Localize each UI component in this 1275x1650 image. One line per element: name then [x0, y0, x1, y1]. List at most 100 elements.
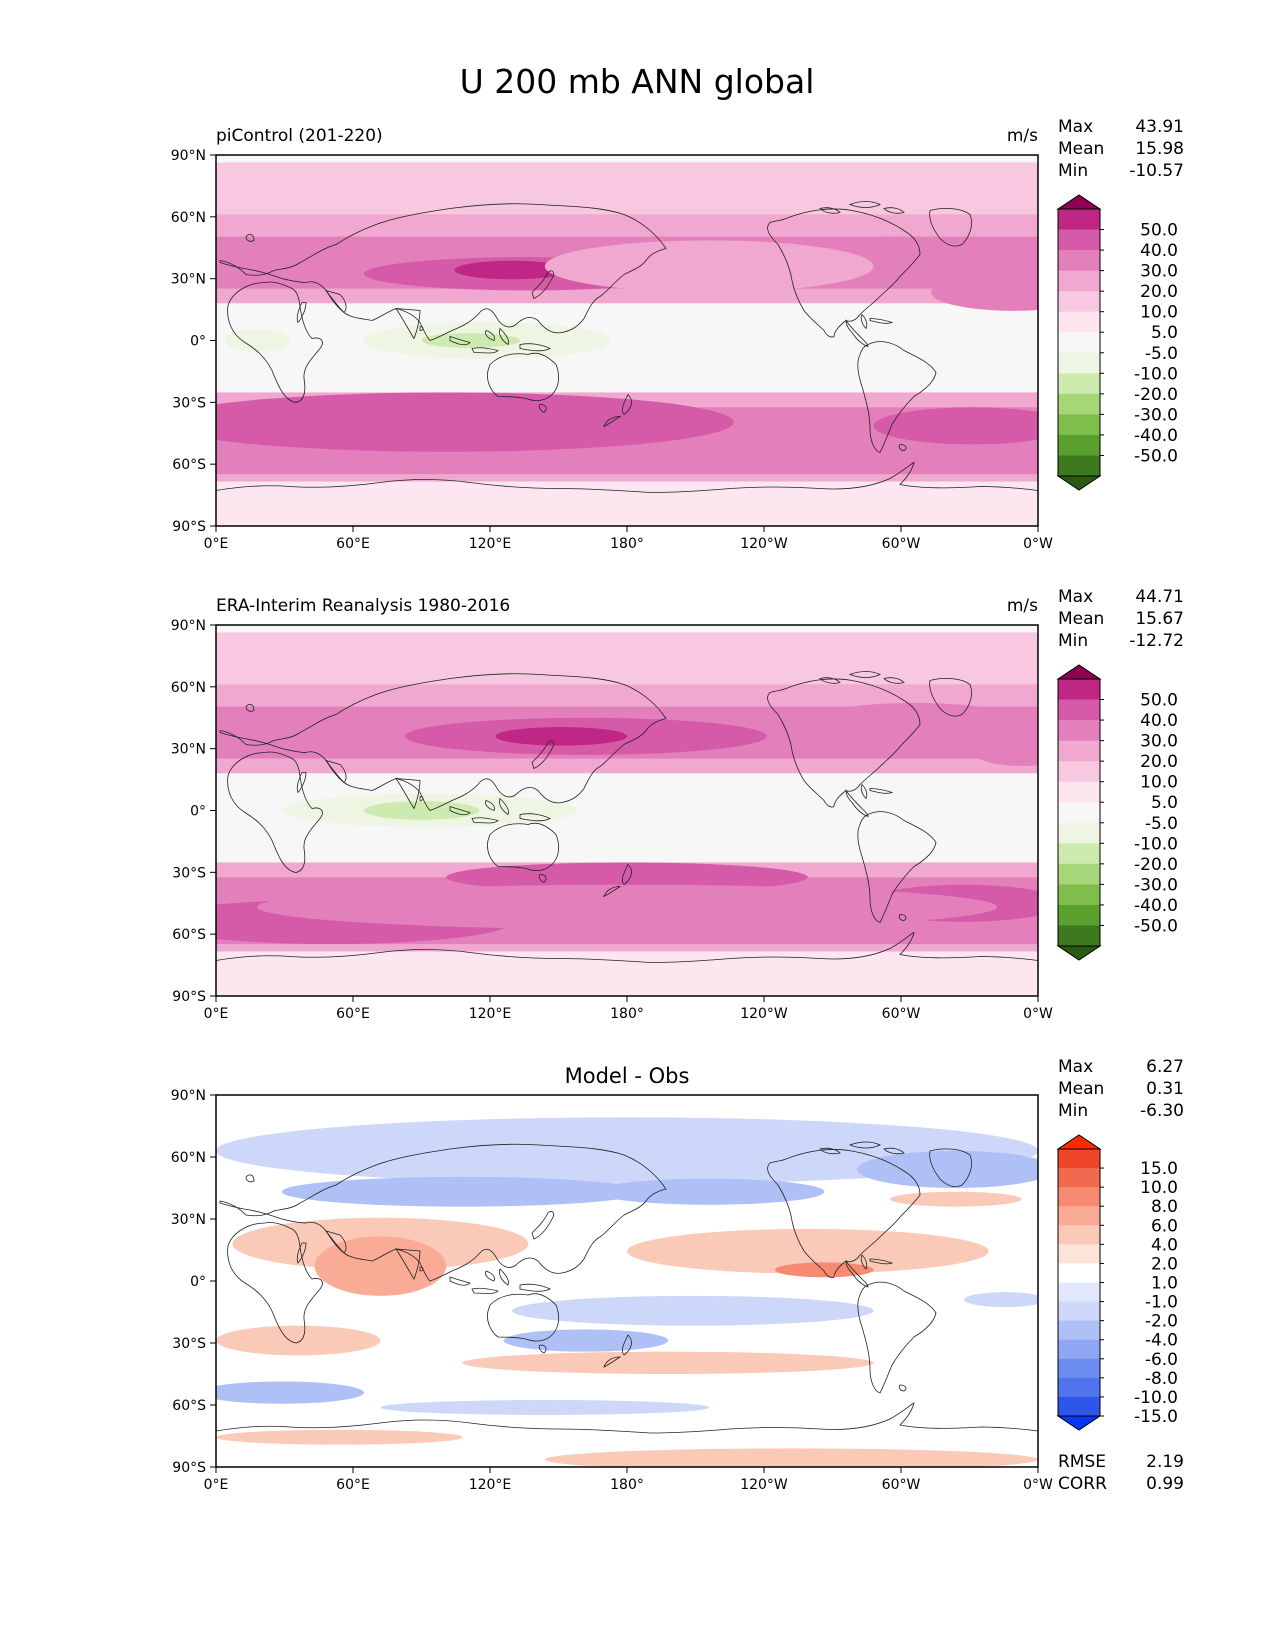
- lon-tick-label: 60°W: [882, 536, 921, 552]
- lon-tick-label: 180°: [610, 1477, 644, 1493]
- colorbar-level-label: -4.0: [1145, 1331, 1178, 1351]
- colorbar-level-label: -50.0: [1134, 446, 1178, 466]
- colorbar-segment: [1058, 1244, 1100, 1264]
- colorbar-segment: [1058, 311, 1100, 333]
- units-label: m/s: [1007, 126, 1038, 146]
- colorbar-extend-top: [1056, 1134, 1102, 1150]
- stat-label-min: Min: [1058, 1101, 1088, 1121]
- stat-value-min: -12.72: [1129, 631, 1184, 651]
- colorbar-level-label: 10.0: [1140, 773, 1178, 793]
- colorbar-segment: [1058, 352, 1100, 374]
- colorbar-level-label: -5.0: [1145, 814, 1178, 834]
- panel-title: piControl (201-220): [216, 126, 383, 146]
- lat-tick-label: 60°N: [171, 680, 206, 696]
- contour-field: [216, 1095, 1038, 1467]
- colorbar-segment: [1058, 1339, 1100, 1360]
- stat-label-min: Min: [1058, 161, 1088, 181]
- colorbar-segment: [1058, 740, 1100, 762]
- map-panel-2: 90°N 60°N 30°N 0° 30°S 60°S 90°S0°E 60°E 120°E 18…: [171, 587, 1184, 1022]
- colorbar-segment: [1058, 229, 1100, 251]
- colorbar: 50.040.030.020.010.05.0-5.0-10.0-20.0-30…: [1056, 194, 1178, 491]
- colorbar-level-label: 40.0: [1140, 241, 1178, 261]
- lat-tick-label: 90°S: [172, 519, 206, 535]
- stat-label-rmse: RMSE: [1058, 1452, 1106, 1472]
- colorbar-segment: [1058, 884, 1100, 906]
- colorbar-level-label: 10.0: [1140, 1178, 1178, 1198]
- stat-value-max: 44.71: [1135, 587, 1184, 607]
- colorbar-segment: [1058, 1168, 1100, 1188]
- colorbar-extend-bottom: [1056, 1415, 1102, 1431]
- lon-tick-label: 0°W: [1023, 1006, 1053, 1022]
- lon-tick-label: 0°W: [1023, 1477, 1053, 1493]
- stat-label-mean: Mean: [1058, 139, 1104, 159]
- stat-value-max: 6.27: [1146, 1057, 1184, 1077]
- colorbar-segment: [1058, 781, 1100, 803]
- colorbar-level-label: 50.0: [1140, 221, 1178, 241]
- colorbar-level-label: 5.0: [1151, 323, 1178, 343]
- colorbar-segment: [1058, 679, 1100, 701]
- colorbar-segment: [1058, 393, 1100, 415]
- colorbar-segment: [1058, 1225, 1100, 1245]
- map-panel-3: 90°N 60°N 30°N 0° 30°S 60°S 90°S0°E 60°E 120°E 18…: [171, 1057, 1184, 1494]
- colorbar-segment: [1058, 1377, 1100, 1398]
- lon-tick-label: 60°W: [882, 1477, 921, 1493]
- panel-title: Model - Obs: [565, 1064, 690, 1088]
- colorbar-level-label: 20.0: [1140, 282, 1178, 302]
- colorbar-segment: [1058, 1263, 1100, 1283]
- lat-tick-label: 90°N: [171, 1088, 206, 1104]
- lon-tick-label: 0°E: [204, 1006, 229, 1022]
- stat-label-mean: Mean: [1058, 609, 1104, 629]
- lat-tick-label: 60°N: [171, 210, 206, 226]
- colorbar-level-label: 50.0: [1140, 691, 1178, 711]
- colorbar-level-label: -10.0: [1134, 1388, 1178, 1408]
- lat-tick-label: 90°N: [171, 618, 206, 634]
- contour-field: [216, 625, 1038, 996]
- colorbar-level-label: -8.0: [1145, 1369, 1178, 1389]
- colorbar-segment: [1058, 434, 1100, 456]
- colorbar-segment: [1058, 414, 1100, 436]
- colorbar: 15.010.08.06.04.02.01.0-1.0-2.0-4.0-6.0-…: [1056, 1134, 1178, 1431]
- colorbar-segment: [1058, 863, 1100, 885]
- colorbar-level-label: -10.0: [1134, 834, 1178, 854]
- colorbar-level-label: -6.0: [1145, 1350, 1178, 1370]
- lat-tick-label: 60°S: [172, 457, 206, 473]
- units-label: m/s: [1007, 596, 1038, 616]
- lat-tick-label: 30°S: [172, 1336, 206, 1352]
- colorbar-level-label: 30.0: [1140, 262, 1178, 282]
- colorbar-level-label: 15.0: [1140, 1159, 1178, 1179]
- colorbar-level-label: -40.0: [1134, 426, 1178, 446]
- colorbar-segment: [1058, 843, 1100, 865]
- colorbar-segment: [1058, 455, 1100, 477]
- colorbar-segment: [1058, 1301, 1100, 1322]
- colorbar-level-label: -30.0: [1134, 875, 1178, 895]
- colorbar-extend-bottom: [1056, 475, 1102, 491]
- stat-label-max: Max: [1058, 117, 1093, 137]
- colorbar-level-label: 30.0: [1140, 732, 1178, 752]
- colorbar-level-label: 10.0: [1140, 303, 1178, 323]
- lon-tick-label: 60°E: [336, 536, 370, 552]
- colorbar-level-label: -30.0: [1134, 405, 1178, 425]
- stat-label-max: Max: [1058, 1057, 1093, 1077]
- lon-tick-label: 0°W: [1023, 536, 1053, 552]
- colorbar-segment: [1058, 250, 1100, 272]
- contour-field: [216, 155, 1038, 526]
- colorbar-level-label: -40.0: [1134, 896, 1178, 916]
- colorbar: 50.040.030.020.010.05.0-5.0-10.0-20.0-30…: [1056, 664, 1178, 961]
- colorbar-segment: [1058, 1187, 1100, 1207]
- colorbar-level-label: -1.0: [1145, 1293, 1178, 1313]
- colorbar-level-label: -15.0: [1134, 1407, 1178, 1427]
- colorbar-level-label: 20.0: [1140, 752, 1178, 772]
- lon-tick-label: 120°E: [469, 1477, 512, 1493]
- colorbar-level-label: -10.0: [1134, 364, 1178, 384]
- lon-tick-label: 120°W: [740, 1477, 788, 1493]
- lon-tick-label: 180°: [610, 1006, 644, 1022]
- colorbar-segment: [1058, 1358, 1100, 1379]
- colorbar-segment: [1058, 270, 1100, 292]
- lon-tick-label: 0°E: [204, 536, 229, 552]
- colorbar-segment: [1058, 720, 1100, 742]
- lat-tick-label: 30°N: [171, 1212, 206, 1228]
- colorbar-extend-top: [1056, 664, 1102, 680]
- stat-value-corr: 0.99: [1146, 1474, 1184, 1494]
- stat-label-corr: CORR: [1058, 1474, 1107, 1494]
- lon-tick-label: 60°E: [336, 1006, 370, 1022]
